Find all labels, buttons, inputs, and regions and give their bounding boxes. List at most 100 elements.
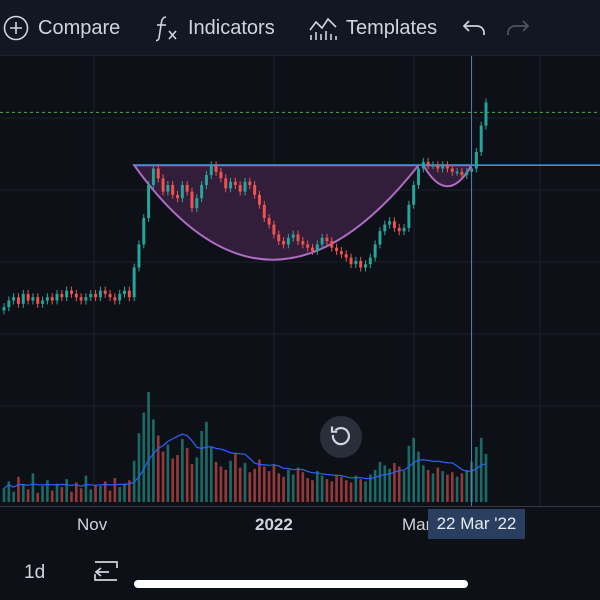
undo-button[interactable]: [462, 10, 488, 46]
candle: [123, 286, 126, 298]
candle: [113, 293, 117, 305]
interval-1d-button[interactable]: 1d: [24, 562, 46, 583]
volume-bar: [417, 451, 420, 502]
volume-bar: [176, 455, 179, 502]
volume-bar: [243, 463, 247, 502]
volume-bar: [455, 476, 459, 502]
volume-bar: [335, 474, 338, 502]
candle: [36, 293, 40, 308]
axis-label-2022: 2022: [255, 515, 293, 534]
candle: [402, 223, 406, 236]
candle: [84, 293, 88, 305]
time-axis[interactable]: Nov 2022 Mar 22 Mar '22: [0, 506, 600, 542]
volume-bar: [397, 466, 401, 502]
candle: [142, 214, 146, 249]
crosshair-date-label: 22 Mar '22: [428, 509, 525, 539]
volume-bar: [79, 488, 83, 502]
candle: [180, 181, 184, 203]
candle: [325, 233, 329, 246]
candle: [267, 214, 271, 229]
volume-bar: [55, 483, 59, 502]
candle: [185, 181, 189, 196]
volume-bars: [2, 392, 488, 502]
candle: [161, 174, 165, 196]
candle: [306, 240, 310, 252]
bar-replay-icon: [92, 561, 120, 589]
candle: [431, 161, 435, 170]
candle: [417, 164, 420, 189]
candle: [286, 233, 290, 249]
candle: [89, 289, 93, 302]
candle: [315, 240, 319, 255]
candle: [94, 289, 98, 302]
volume-bar: [320, 475, 324, 502]
compare-button[interactable]: Compare: [2, 10, 120, 46]
templates-button[interactable]: Templates: [308, 10, 437, 46]
volume-bar: [46, 480, 49, 502]
indicators-button[interactable]: Indicators: [154, 10, 275, 46]
price-chart[interactable]: [0, 56, 600, 506]
candle: [349, 253, 353, 269]
volume-bar: [436, 467, 440, 502]
volume-bar: [224, 469, 228, 502]
candle: [31, 293, 35, 305]
volume-bar: [325, 479, 329, 502]
candle: [190, 187, 194, 213]
candle: [98, 286, 102, 302]
redo-icon: [504, 15, 530, 41]
volume-bar: [412, 437, 416, 502]
fx-icon: [154, 14, 180, 42]
volume-bar: [354, 475, 358, 502]
bar-replay-button[interactable]: [92, 558, 120, 590]
candle: [291, 230, 295, 242]
candle: [233, 177, 237, 189]
candle: [243, 177, 247, 196]
volume-bar: [277, 473, 281, 502]
reset-chart-button[interactable]: [320, 416, 362, 458]
volume-bar: [402, 471, 406, 502]
volume-bar: [306, 477, 309, 502]
redo-button[interactable]: [504, 10, 530, 46]
volume-bar: [103, 481, 107, 502]
candle: [132, 263, 136, 302]
candle: [118, 289, 122, 305]
candle: [41, 296, 45, 308]
toolbar: Compare Indicators Templates: [0, 0, 600, 56]
candle: [127, 286, 131, 302]
candle: [21, 289, 25, 308]
volume-bar: [441, 471, 444, 502]
chart-grid: [0, 56, 600, 506]
volume-bar: [21, 484, 25, 502]
rotate-reset-icon: [328, 422, 354, 453]
volume-bar: [17, 476, 20, 502]
volume-bar: [214, 461, 218, 502]
candle: [16, 293, 20, 308]
volume-bar: [108, 490, 112, 502]
candle: [465, 167, 469, 180]
volume-bar: [2, 488, 6, 502]
volume-bar: [123, 483, 126, 502]
candlestick-series: [2, 98, 488, 315]
volume-bar: [74, 482, 78, 502]
candle: [26, 289, 30, 305]
candle: [277, 230, 281, 246]
candle: [70, 286, 73, 298]
plus-circle-icon: [2, 14, 30, 42]
candle: [479, 121, 483, 156]
candle: [248, 177, 252, 189]
cup-pattern-shape: [132, 164, 421, 261]
volume-bar: [282, 476, 285, 502]
volume-bar: [364, 481, 367, 502]
candle: [474, 148, 478, 173]
axis-label-nov: Nov: [77, 515, 108, 534]
candle: [364, 260, 367, 272]
volume-bar: [219, 466, 223, 502]
candle: [238, 181, 242, 196]
volume-bar: [340, 476, 343, 502]
volume-bar: [166, 444, 170, 502]
templates-icon: [308, 14, 338, 42]
volume-bar: [26, 489, 30, 502]
volume-bar: [65, 479, 68, 502]
candle: [330, 237, 334, 252]
candle: [103, 286, 107, 298]
